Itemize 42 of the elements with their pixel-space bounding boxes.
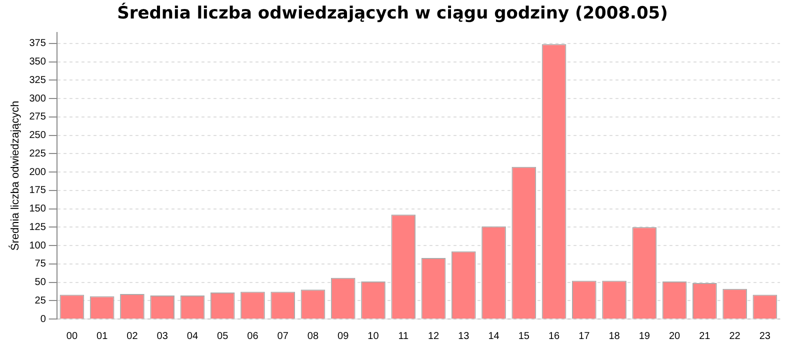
x-tick-label: 22: [729, 330, 741, 342]
y-tick-label: 300: [29, 93, 46, 104]
x-tick-label: 07: [277, 330, 289, 342]
y-tick-label: 250: [29, 130, 46, 142]
x-tick-label: 10: [368, 330, 380, 342]
x-tick-label: 12: [428, 330, 440, 342]
y-tick-label: 100: [29, 240, 46, 252]
x-tick-label: 02: [126, 330, 138, 342]
x-tick-label: 09: [338, 330, 350, 342]
x-tick-label: 13: [458, 330, 470, 342]
x-tick-label: 19: [638, 330, 650, 342]
x-tick-label: 21: [699, 330, 711, 342]
y-tick-label: 75: [34, 258, 46, 270]
x-tick-label: 17: [578, 330, 590, 342]
x-tick-label: 14: [488, 330, 500, 342]
x-tick-label: 05: [217, 330, 229, 342]
y-tick-label: 175: [29, 185, 46, 196]
x-tick-label: 15: [518, 330, 530, 342]
x-tick-label: 11: [398, 330, 409, 342]
x-tick-label: 06: [247, 330, 259, 342]
x-tick-label: 18: [608, 330, 620, 342]
x-tick-label: 03: [156, 330, 168, 342]
y-tick-label: 125: [29, 222, 46, 233]
y-tick-label: 200: [29, 166, 46, 178]
y-tick-label: 225: [29, 148, 46, 160]
y-tick-label: 275: [29, 112, 46, 123]
x-tick-label: 01: [96, 330, 108, 342]
y-tick-label: 150: [29, 204, 46, 215]
x-tick-label: 20: [668, 330, 681, 342]
x-tick-label: 16: [548, 330, 560, 342]
y-tick-label: 0: [40, 314, 46, 325]
x-tick-label: 00: [66, 330, 78, 342]
chart-title: Średnia liczba odwiedzających w ciągu godziny (2008.05): [117, 2, 668, 24]
y-tick-label: 350: [29, 56, 46, 68]
x-tick-label: 23: [759, 330, 771, 342]
x-tick-label: 08: [307, 330, 319, 342]
x-tick-label: 04: [186, 330, 198, 342]
y-tick-label: 375: [29, 38, 46, 50]
y-tick-label: 50: [34, 277, 46, 288]
y-axis-title: Średnia liczba odwiedzających: [8, 100, 22, 251]
y-tick-label: 25: [34, 295, 46, 306]
y-tick-label: 325: [29, 74, 46, 86]
